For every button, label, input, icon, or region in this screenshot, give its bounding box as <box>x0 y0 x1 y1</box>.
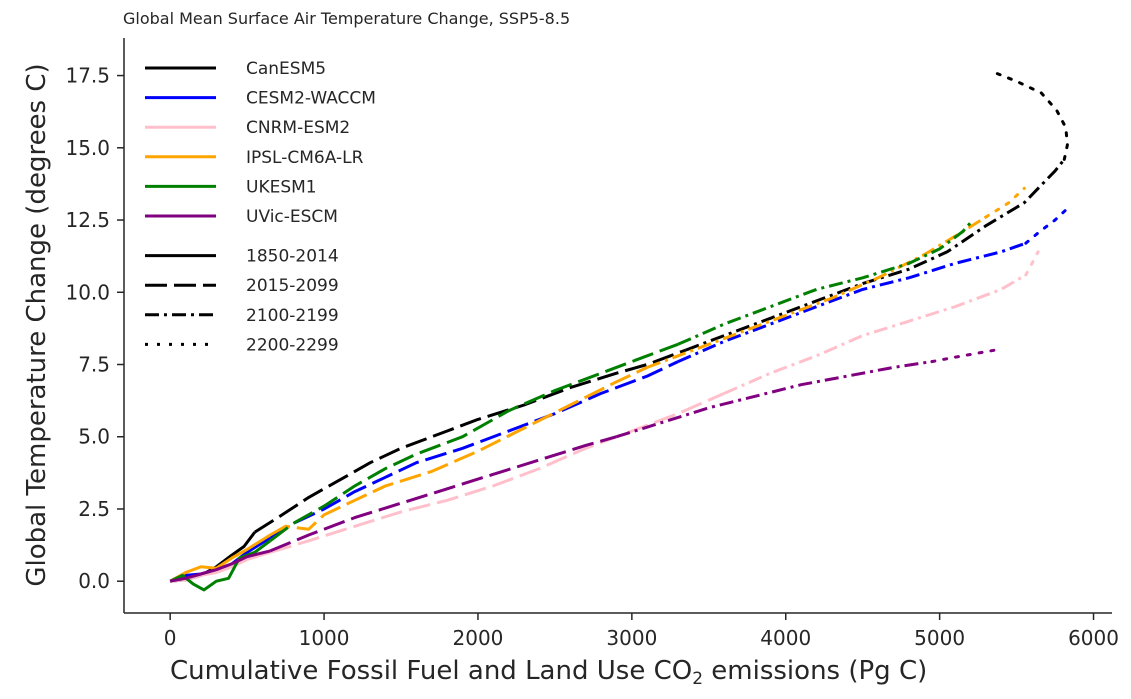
legend-label: CESM2-WACCM <box>246 89 376 109</box>
x-tick-label: 4000 <box>760 626 811 650</box>
legend-label: 2100-2199 <box>246 306 339 326</box>
x-tick-label: 1000 <box>299 626 350 650</box>
series-line-uvic-escm-2100-2199 <box>616 360 933 439</box>
series-lines <box>169 71 1069 592</box>
y-tick-label: 2.5 <box>78 497 110 521</box>
x-axis-label: Cumulative Fossil Fuel and Land Use CO2 … <box>170 656 927 689</box>
series-line-uvic-escm-2200-2299 <box>930 348 997 364</box>
axes <box>123 38 1112 614</box>
series-line-ukesm1-2015-2099 <box>269 342 679 542</box>
series-line-ukesm1-2100-2199 <box>677 221 972 346</box>
x-tick-label: 0 <box>164 626 177 650</box>
ticks: 0 1000 2000 3000 4000 5000 6000 0.0 2.5 5.0 7.5 10.… <box>65 64 1119 650</box>
legend-label: 2200-2299 <box>246 335 339 355</box>
series-line-cnrm-esm2-2015-2099 <box>269 392 725 554</box>
series-line-cnrm-esm2-2200-2299 <box>1024 250 1040 277</box>
legend-label: 1850-2014 <box>246 247 339 267</box>
x-axis-label-subscript: 2 <box>692 669 704 689</box>
series-line-ipsl-cm6a-lr-2015-2099 <box>269 366 648 537</box>
series-line-ipsl-cm6a-lr-2100-2199 <box>646 215 987 369</box>
y-tick-label: 0.0 <box>78 569 110 593</box>
y-tick-label: 12.5 <box>65 208 110 232</box>
legend-label: CNRM-ESM2 <box>246 118 350 138</box>
x-axis-label-main: Cumulative Fossil Fuel and Land Use CO <box>170 656 693 686</box>
y-tick-label: 15.0 <box>65 136 110 160</box>
series-line-cnrm-esm2-2100-2199 <box>723 273 1027 395</box>
series-line-canesm5-2100-2199 <box>685 158 1066 352</box>
y-tick-label: 5.0 <box>78 425 110 449</box>
y-axis-label: Global Temperature Change (degrees C) <box>22 63 52 587</box>
chart-title: Global Mean Surface Air Temperature Chan… <box>123 9 571 28</box>
y-tick-label: 17.5 <box>65 64 110 88</box>
y-tick-label: 7.5 <box>78 353 110 377</box>
series-line-cesm2-waccm-2015-2099 <box>269 360 679 540</box>
legend-label: UKESM1 <box>246 177 317 197</box>
series-line-canesm5-2200-2299 <box>993 71 1069 161</box>
legend-label: CanESM5 <box>246 59 326 79</box>
series-line-uvic-escm-2015-2099 <box>269 435 617 553</box>
x-tick-label: 5000 <box>914 626 965 650</box>
y-tick-label: 10.0 <box>65 280 110 304</box>
x-tick-label: 3000 <box>606 626 657 650</box>
series-line-ipsl-cm6a-lr-2200-2299 <box>984 186 1026 219</box>
series-line-canesm5-2015-2099 <box>254 348 687 534</box>
legend-label: 2015-2099 <box>246 276 339 296</box>
series-line-cesm2-waccm-2100-2199 <box>677 241 1027 363</box>
legend-label: UVic-ESCM <box>246 207 338 227</box>
legend: CanESM5 CESM2-WACCM CNRM-ESM2 IPSL-CM6A-LR U… <box>145 59 376 355</box>
x-tick-label: 6000 <box>1068 626 1119 650</box>
legend-label: IPSL-CM6A-LR <box>246 148 364 168</box>
x-tick-label: 2000 <box>453 626 504 650</box>
series-line-cesm2-waccm-2200-2299 <box>1024 207 1069 245</box>
x-axis-label-unit: emissions (Pg C) <box>703 656 928 686</box>
series-line-uvic-escm-1850-2014 <box>169 549 271 583</box>
